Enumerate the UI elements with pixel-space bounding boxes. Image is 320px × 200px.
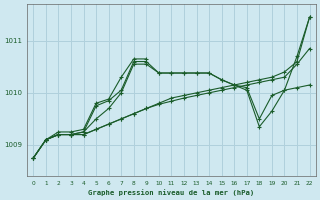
X-axis label: Graphe pression niveau de la mer (hPa): Graphe pression niveau de la mer (hPa): [88, 189, 254, 196]
